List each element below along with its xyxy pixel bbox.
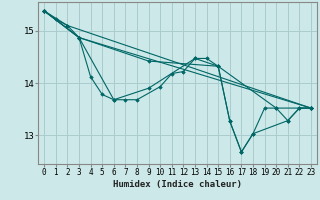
X-axis label: Humidex (Indice chaleur): Humidex (Indice chaleur) [113,180,242,189]
